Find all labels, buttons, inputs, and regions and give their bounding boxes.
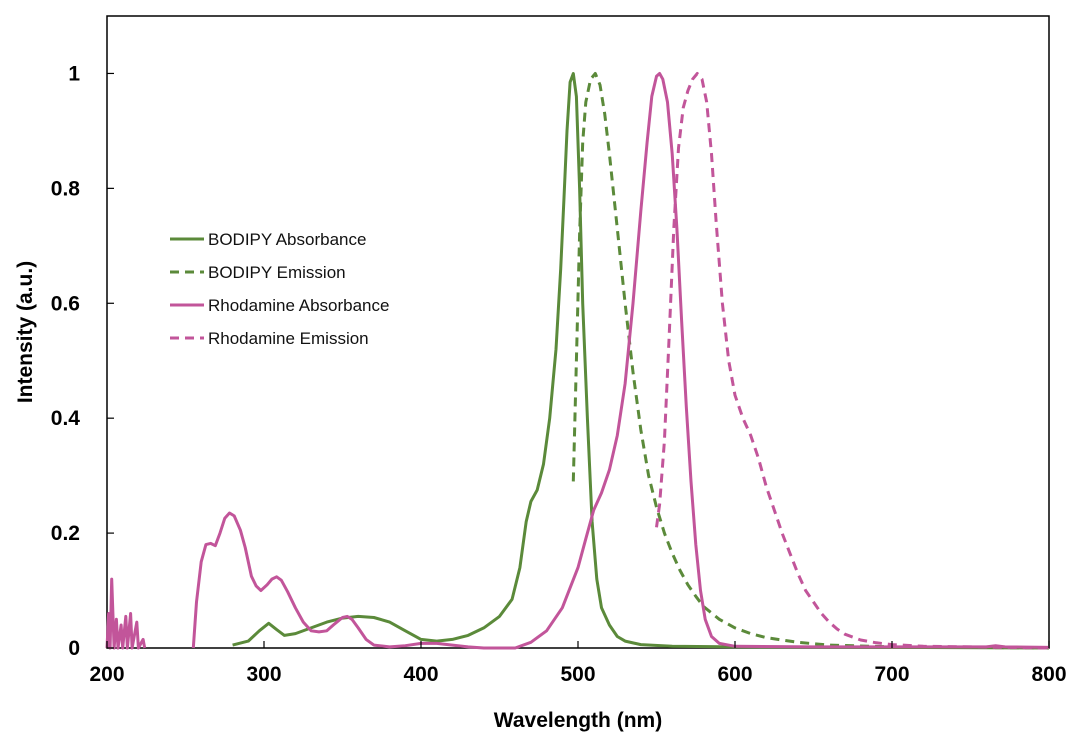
y-tick-label: 0.2 xyxy=(51,522,80,545)
x-tick-label: 500 xyxy=(560,663,595,686)
legend-entry-label: Rhodamine Absorbance xyxy=(208,296,389,315)
y-axis-title: Intensity (a.u.) xyxy=(14,261,37,403)
legend-entry-label: BODIPY Absorbance xyxy=(208,230,366,249)
series-line-4 xyxy=(105,577,147,650)
x-tick-label: 200 xyxy=(89,663,124,686)
legend-entry-label: Rhodamine Emission xyxy=(208,329,369,348)
y-tick-label: 0.4 xyxy=(51,407,81,430)
y-tick-label: 0 xyxy=(68,637,80,660)
legend: BODIPY Absorbance BODIPY Emission Rhodamin… xyxy=(170,230,389,348)
x-tick-label: 700 xyxy=(874,663,909,686)
x-axis-title: Wavelength (nm) xyxy=(494,709,662,732)
y-tick-label: 1 xyxy=(68,62,80,85)
series-line-0 xyxy=(232,72,1050,650)
series-layer xyxy=(105,72,1050,650)
axes-layer: 200 300 400 500 600 700 800 0 0.2 0.4 0.6 0.8 1 xyxy=(51,62,1067,686)
series-line-2 xyxy=(191,72,1050,650)
y-tick-label: 0.6 xyxy=(51,292,80,315)
x-tick-label: 800 xyxy=(1031,663,1066,686)
legend-entry-label: BODIPY Emission xyxy=(208,263,346,282)
x-tick-label: 300 xyxy=(246,663,281,686)
series-line-3 xyxy=(655,72,1050,650)
x-tick-label: 400 xyxy=(403,663,438,686)
y-tick-label: 0.8 xyxy=(51,177,81,200)
x-tick-label: 600 xyxy=(717,663,752,686)
